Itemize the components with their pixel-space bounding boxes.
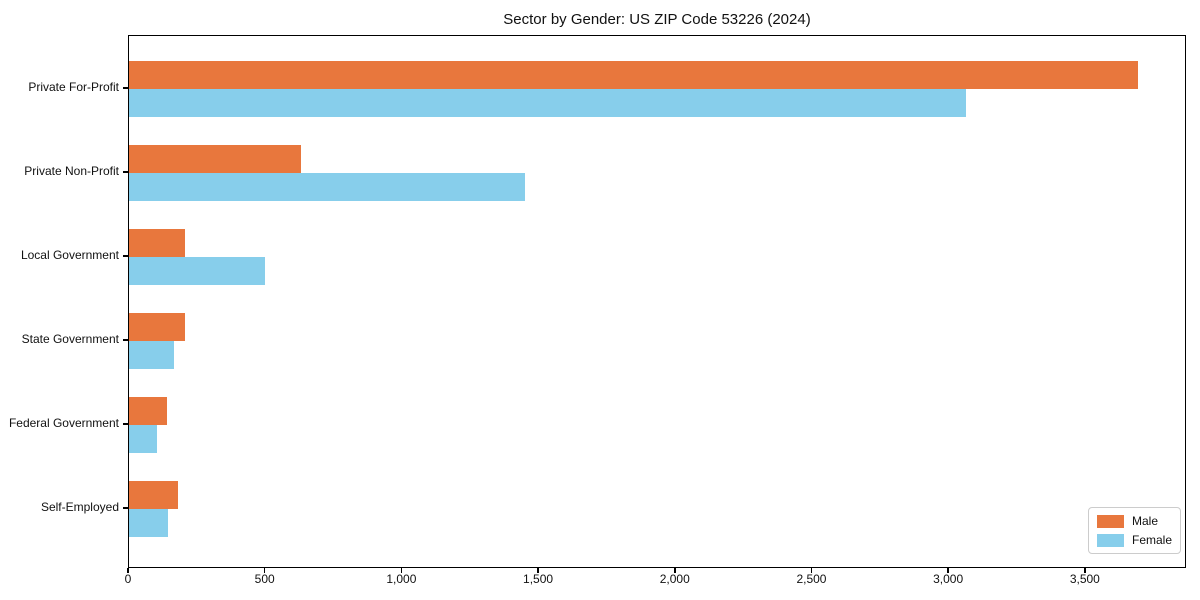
bar-male-private-non-profit (129, 145, 301, 173)
legend-label-male: Male (1132, 514, 1159, 528)
y-tick-mark (123, 423, 128, 425)
bar-female-self-employed (129, 509, 168, 537)
y-tick-mark (123, 507, 128, 509)
bar-female-private-non-profit (129, 173, 525, 201)
bar-female-local-government (129, 257, 265, 285)
female-color-swatch (1097, 533, 1124, 547)
bar-male-local-government (129, 229, 185, 257)
x-tick-label-500: 500 (254, 572, 275, 586)
x-tick-mark (674, 568, 676, 573)
x-tick-mark (127, 568, 129, 573)
x-tick-label-3000: 3,000 (933, 572, 964, 586)
x-tick-mark (947, 568, 949, 573)
x-tick-mark (400, 568, 403, 573)
y-tick-label-private-non-profit: Private Non-Profit (24, 164, 119, 178)
bar-male-private-for-profit (129, 61, 1138, 89)
legend-item-male: Male (1097, 514, 1172, 528)
x-tick-mark (537, 568, 539, 573)
x-tick-label-3500: 3,500 (1069, 572, 1100, 586)
plot-area (128, 35, 1186, 568)
y-tick-label-federal-government: Federal Government (8, 416, 119, 430)
y-tick-mark (123, 87, 128, 89)
bar-male-federal-government (129, 397, 167, 425)
x-tick-mark (1084, 568, 1086, 573)
y-tick-label-self-employed: Self-Employed (40, 500, 119, 514)
y-tick-mark (123, 255, 128, 257)
x-tick-label-2000: 2,000 (659, 572, 690, 586)
y-tick-mark (123, 171, 128, 173)
y-tick-mark (123, 339, 128, 341)
y-tick-label-state-government: State Government (21, 332, 119, 346)
legend-label-female: Female (1131, 533, 1172, 547)
x-tick-label-2500: 2,500 (796, 572, 827, 586)
x-tick-label-0: 0 (124, 572, 132, 586)
legend-item-female: Female (1097, 533, 1172, 547)
male-color-swatch (1097, 514, 1124, 528)
chart-title: Sector by Gender: US ZIP Code 53226 (202… (503, 11, 811, 28)
y-tick-label-local-government: Local Government (20, 248, 119, 262)
bar-female-state-government (129, 341, 174, 369)
x-tick-mark (263, 568, 266, 573)
x-tick-mark (810, 568, 813, 573)
bar-male-state-government (129, 313, 185, 341)
x-tick-label-1000: 1,000 (386, 572, 417, 586)
legend: Male Female (1088, 507, 1181, 554)
bar-female-federal-government (129, 425, 157, 453)
x-tick-label-1500: 1,500 (523, 572, 554, 586)
bar-female-private-for-profit (129, 89, 966, 117)
y-tick-label-private-for-profit: Private For-Profit (28, 80, 119, 94)
bar-male-self-employed (129, 481, 178, 509)
